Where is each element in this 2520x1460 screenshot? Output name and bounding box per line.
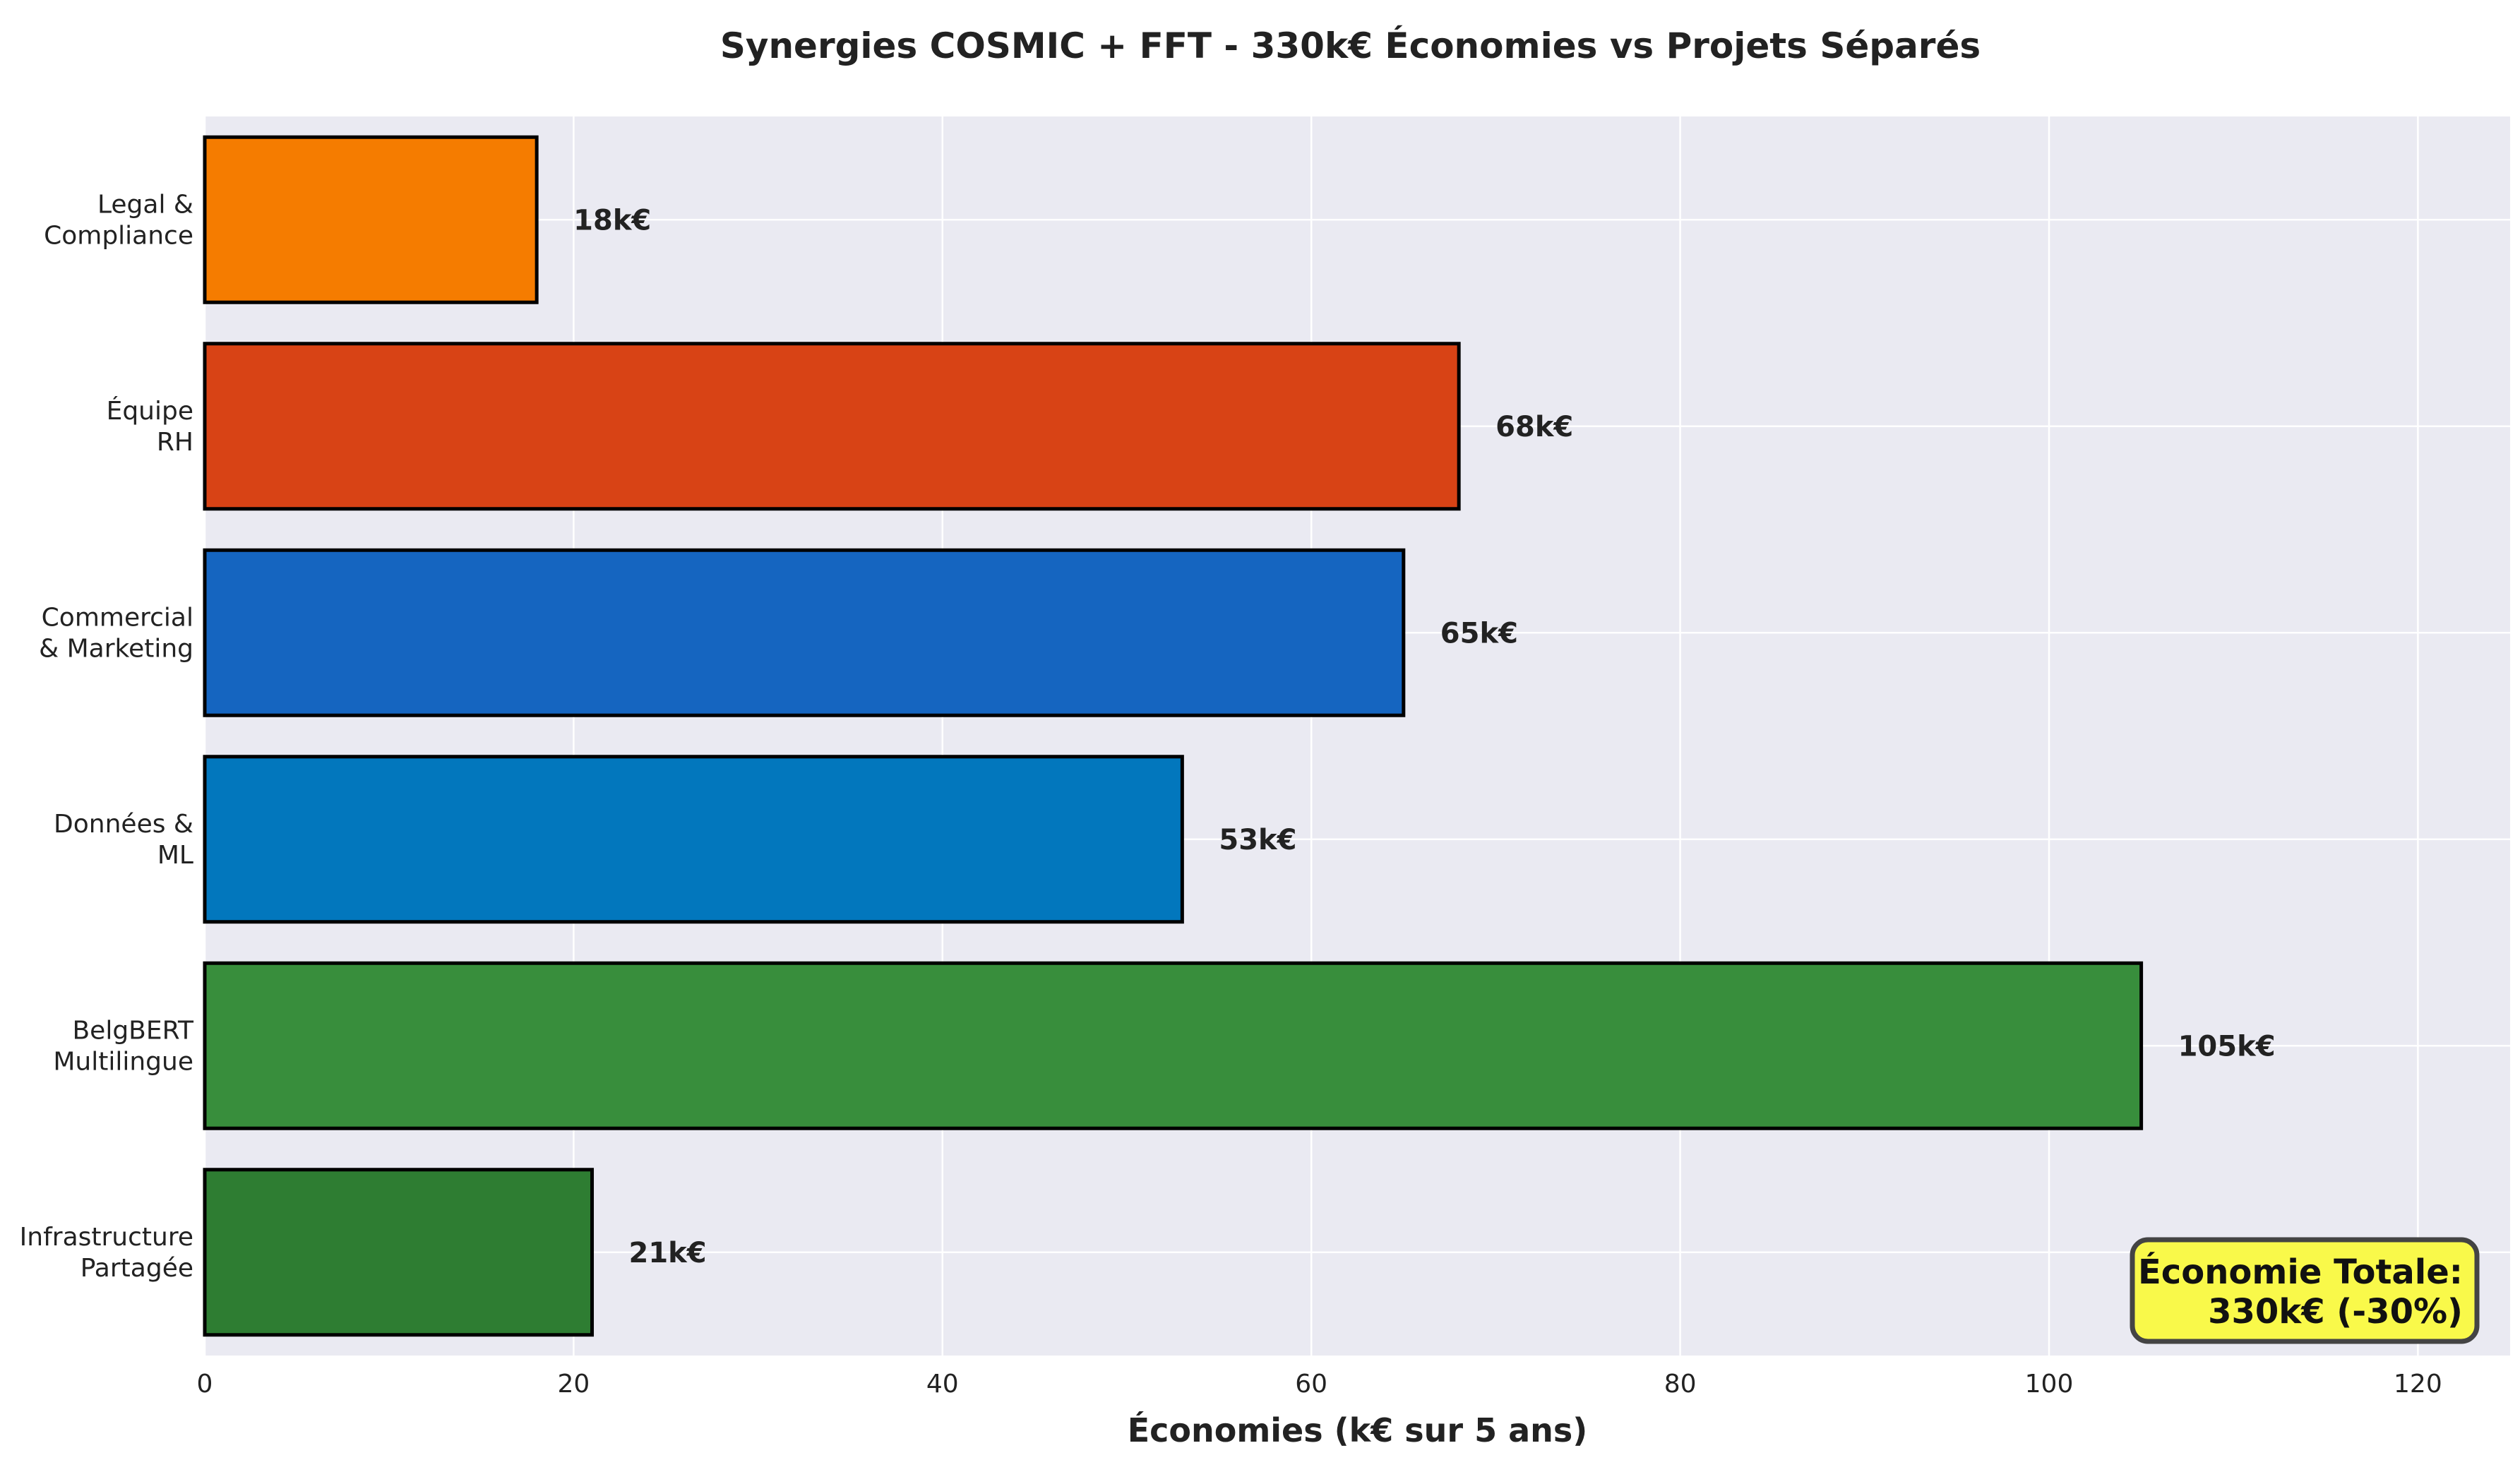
annotation-box (2130, 1237, 2480, 1344)
bar-value-label: 68k€ (1495, 411, 1573, 443)
bar (203, 548, 1406, 717)
x-tick-label: 120 (2394, 1370, 2442, 1399)
x-axis-tick-labels: 0 20 40 60 80 100 120 (197, 1370, 2442, 1399)
x-tick-label: 20 (557, 1370, 590, 1399)
category-tick-label: Données & (54, 810, 193, 839)
category-tick-label: Infrastructure (20, 1223, 193, 1252)
category-tick-label: Partagée (80, 1254, 193, 1283)
category-tick-label: Compliance (44, 221, 193, 250)
total-savings-annotation: Économie Totale:330k€ (-30%) (2130, 1237, 2480, 1344)
x-axis-label: Économies (k€ sur 5 ans) (1128, 1411, 1588, 1449)
x-tick-label: 100 (2025, 1370, 2074, 1399)
bar-value-label: 105k€ (2178, 1030, 2276, 1063)
category-tick-label: Multilingue (53, 1047, 193, 1076)
x-tick-label: 0 (197, 1370, 213, 1399)
annotation-text: Économie Totale: (2138, 1252, 2463, 1292)
bar (203, 342, 1461, 511)
chart-title: Synergies COSMIC + FFT - 330k€ Économies… (720, 25, 1981, 66)
category-tick-label: Legal & (97, 190, 193, 219)
bar-value-label: 53k€ (1219, 824, 1296, 856)
category-tick-label: RH (157, 428, 193, 457)
bar (203, 961, 2144, 1130)
x-tick-label: 60 (1295, 1370, 1327, 1399)
bar (203, 1168, 595, 1337)
x-tick-label: 80 (1664, 1370, 1697, 1399)
category-tick-label: Commercial (42, 603, 193, 632)
category-tick-label: & Marketing (39, 634, 193, 663)
category-tick-label: Équipe (107, 396, 193, 426)
bar (203, 755, 1184, 924)
value-labels: 18k€ 68k€ 65k€ 53k€ 105k€ 21k€ (573, 204, 2275, 1269)
x-tick-label: 40 (926, 1370, 959, 1399)
bar-value-label: 65k€ (1440, 617, 1518, 650)
bar-value-label: 21k€ (629, 1237, 707, 1269)
bar-value-label: 18k€ (573, 204, 651, 237)
annotation-text: 330k€ (-30%) (2208, 1292, 2463, 1332)
bars (203, 135, 2144, 1337)
bar (203, 135, 539, 304)
plot-area (205, 116, 2510, 1356)
category-tick-label: ML (157, 841, 193, 870)
category-tick-label: BelgBERT (72, 1016, 194, 1045)
